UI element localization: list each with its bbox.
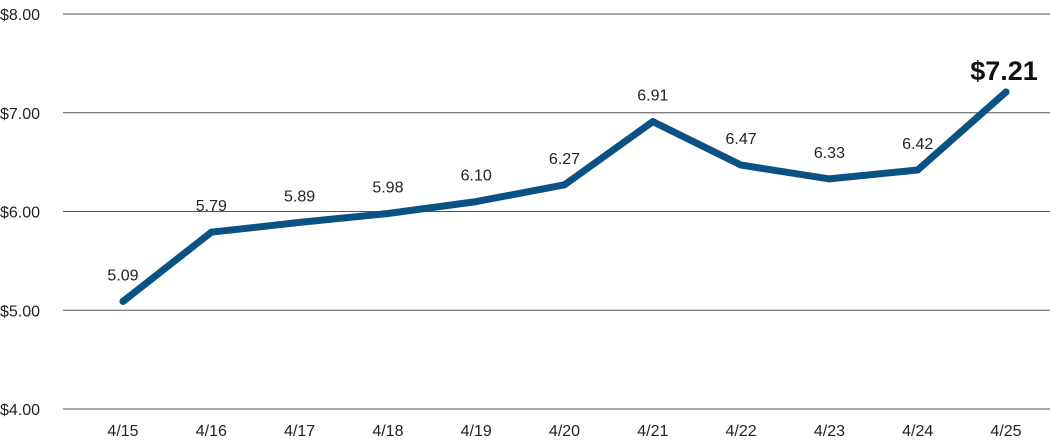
x-tick-label: 4/20 xyxy=(549,423,580,440)
data-label: 6.91 xyxy=(637,88,668,105)
data-point xyxy=(472,198,480,206)
data-label: 6.33 xyxy=(814,145,845,162)
data-point xyxy=(119,297,127,305)
data-label: 5.09 xyxy=(107,267,138,284)
x-tick-label: 4/16 xyxy=(196,423,227,440)
x-tick-label: 4/21 xyxy=(637,423,668,440)
data-point xyxy=(296,218,304,226)
data-label: 6.10 xyxy=(461,168,492,185)
y-tick-label: $4.00 xyxy=(0,402,40,419)
data-point xyxy=(561,181,568,189)
x-tick-label: 4/22 xyxy=(726,423,757,440)
y-tick-label: $5.00 xyxy=(0,303,40,320)
series-layer xyxy=(119,88,1010,305)
y-tick-label: $8.00 xyxy=(0,7,40,24)
x-tick-label: 4/18 xyxy=(372,423,403,440)
data-point xyxy=(207,228,215,236)
data-label: 5.79 xyxy=(196,198,227,215)
x-tick-label: 4/25 xyxy=(990,423,1021,440)
data-point xyxy=(737,161,745,169)
x-axis-tick-labels: 4/15 4/16 4/17 4/18 4/19 4/20 4/21 4/22 4/23 4/24… xyxy=(107,423,1021,440)
data-label: 5.98 xyxy=(372,179,403,196)
data-label: 6.42 xyxy=(902,136,933,153)
data-label: 6.27 xyxy=(549,151,580,168)
grid-layer xyxy=(63,13,1050,410)
data-labels: 5.09 5.79 5.89 5.98 6.10 6.27 6.91 6.47 6.33 6.42… xyxy=(107,56,1037,284)
data-point xyxy=(1002,88,1010,96)
x-tick-label: 4/17 xyxy=(284,423,315,440)
data-point xyxy=(825,175,833,183)
data-label: 6.47 xyxy=(726,131,757,148)
y-tick-label: $6.00 xyxy=(0,205,40,222)
x-tick-label: 4/19 xyxy=(461,423,492,440)
data-point xyxy=(914,166,922,174)
y-axis-tick-labels: $4.00 $5.00 $6.00 $7.00 $8.00 xyxy=(0,7,40,419)
data-label: 5.89 xyxy=(284,188,315,205)
x-tick-label: 4/23 xyxy=(814,423,845,440)
data-point xyxy=(649,118,657,126)
y-tick-label: $7.00 xyxy=(0,106,40,123)
data-point xyxy=(384,209,392,217)
x-tick-label: 4/15 xyxy=(107,423,138,440)
x-tick-label: 4/24 xyxy=(902,423,933,440)
series-line xyxy=(119,88,1010,305)
data-label-latest: $7.21 xyxy=(970,56,1038,86)
